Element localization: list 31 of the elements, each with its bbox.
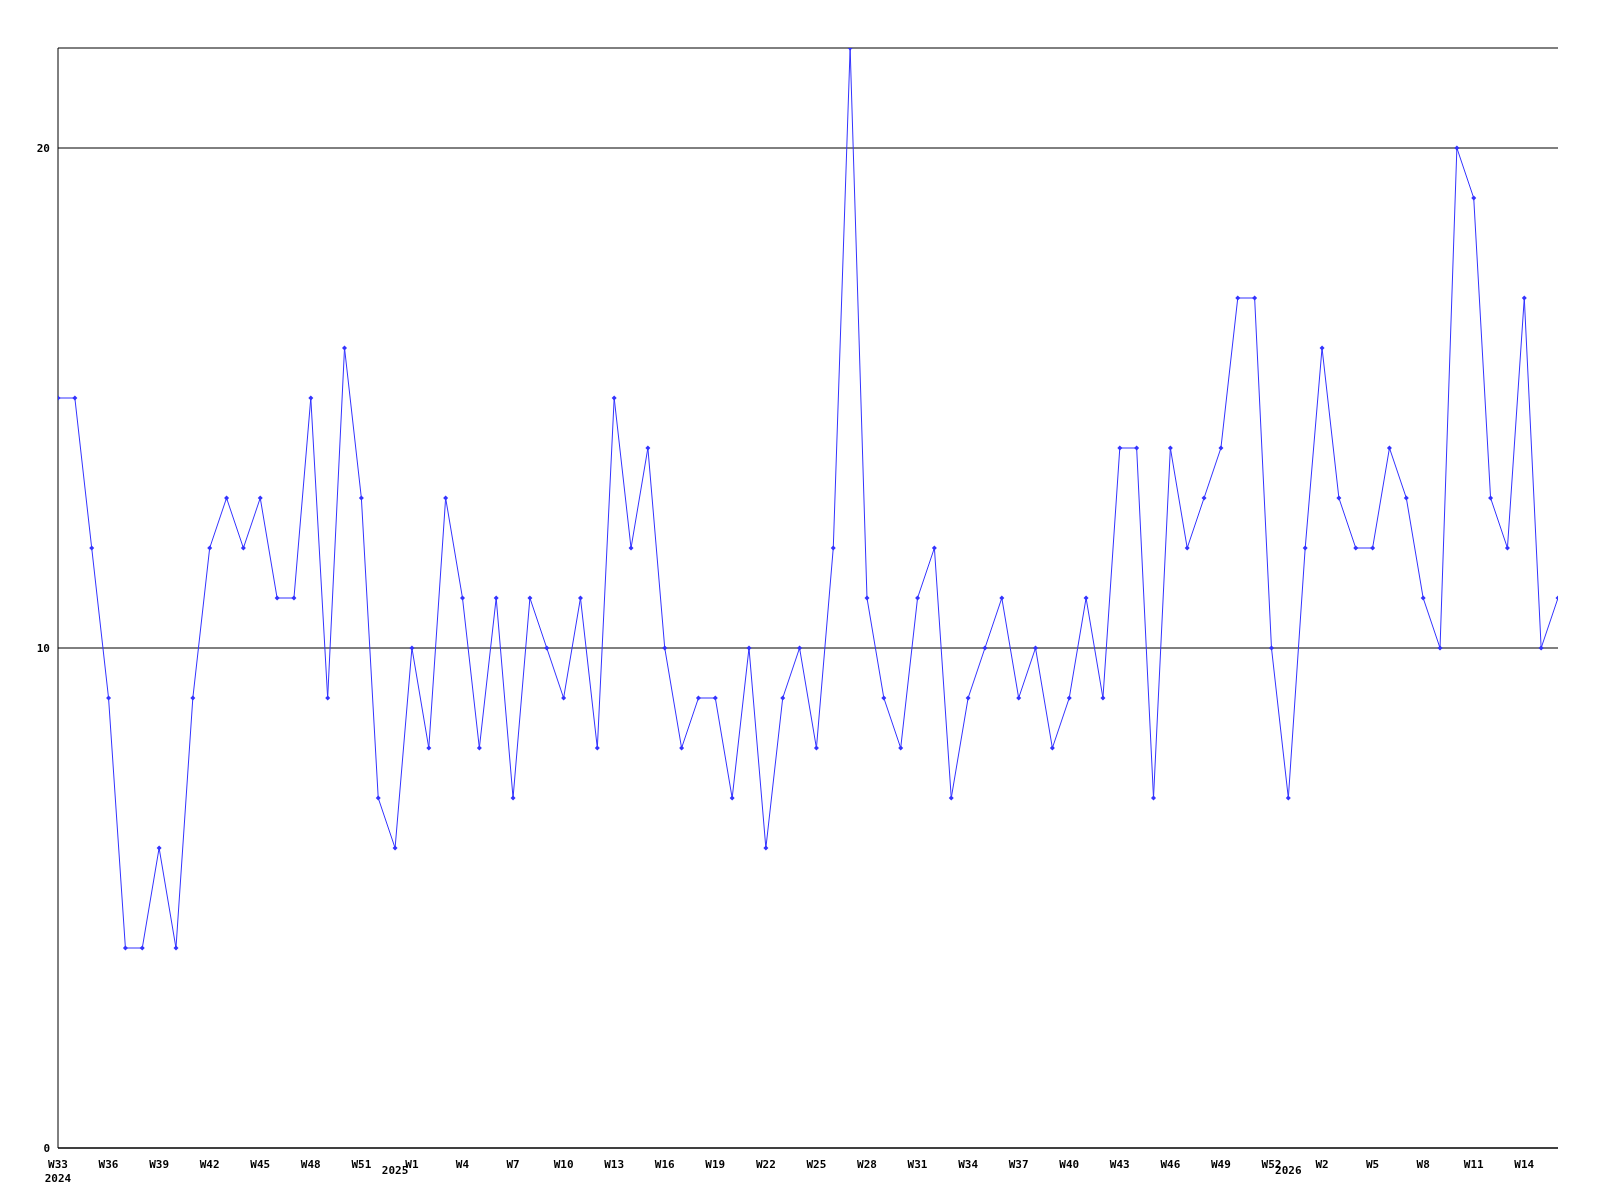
x-tick-label: W14 [1514,1157,1535,1171]
x-tick-label: W51 [351,1157,372,1171]
x-tick-label: W7 [506,1157,520,1171]
x-tick-label: W37 [1008,1157,1029,1171]
y-tick-label: 0 [43,1141,50,1155]
y-tick-label: 10 [36,641,50,655]
y-tick-label: 20 [36,141,50,155]
x-tick-label: W4 [455,1157,470,1171]
x-tick-label: W11 [1463,1157,1485,1171]
x-tick-label: W25 [806,1157,827,1171]
x-tick-label: W34 [958,1157,979,1171]
x-tick-label: W36 [98,1157,119,1171]
x-tick-label: W5 [1365,1157,1380,1171]
x-tick-label: W43 [1109,1157,1130,1171]
x-tick-label: W13 [604,1157,625,1171]
x-tick-label: W48 [300,1157,321,1171]
x-tick-label: W19 [705,1157,726,1171]
x-tick-label: W33 2024 [44,1157,72,1186]
x-tick-label: W28 [857,1157,877,1171]
x-tick-label: W31 [907,1157,928,1171]
x-tick-label: W2 [1315,1157,1329,1171]
x-tick-label: W40 [1059,1157,1080,1171]
x-tick-label: W49 [1210,1157,1231,1171]
x-tick-label: W39 [149,1157,170,1171]
x-tick-label: W10 [553,1157,574,1171]
x-tick-label: W8 [1416,1157,1430,1171]
x-tick-label: W16 [654,1157,676,1171]
x-tick-label: W42 [199,1157,220,1171]
x-tick-label: W22 [755,1157,776,1171]
x-tick-label: W45 [250,1157,271,1171]
x-tick-label: W46 [1160,1157,1181,1171]
